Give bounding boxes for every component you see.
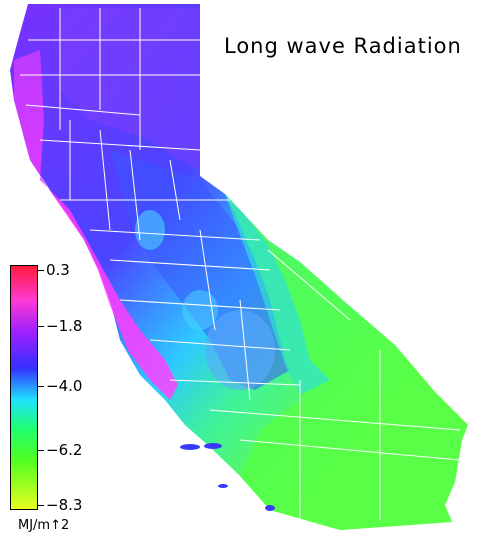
legend-tick-0: 0.3 <box>46 261 70 279</box>
legend-unit: MJ/m↑2 <box>18 518 70 533</box>
legend-tick-4: −8.3 <box>46 496 83 514</box>
legend-tick-1: −1.8 <box>46 317 83 335</box>
legend-tick-3: −6.2 <box>46 441 83 459</box>
legend-color-bar <box>10 265 38 510</box>
coastal-band <box>14 50 178 400</box>
legend-tick-2: −4.0 <box>46 377 83 395</box>
map-title: Long wave Radiation <box>224 34 462 58</box>
north-region <box>60 8 200 170</box>
county-borders <box>20 8 461 520</box>
east-desert <box>225 194 468 530</box>
sierra-strip <box>225 194 330 395</box>
